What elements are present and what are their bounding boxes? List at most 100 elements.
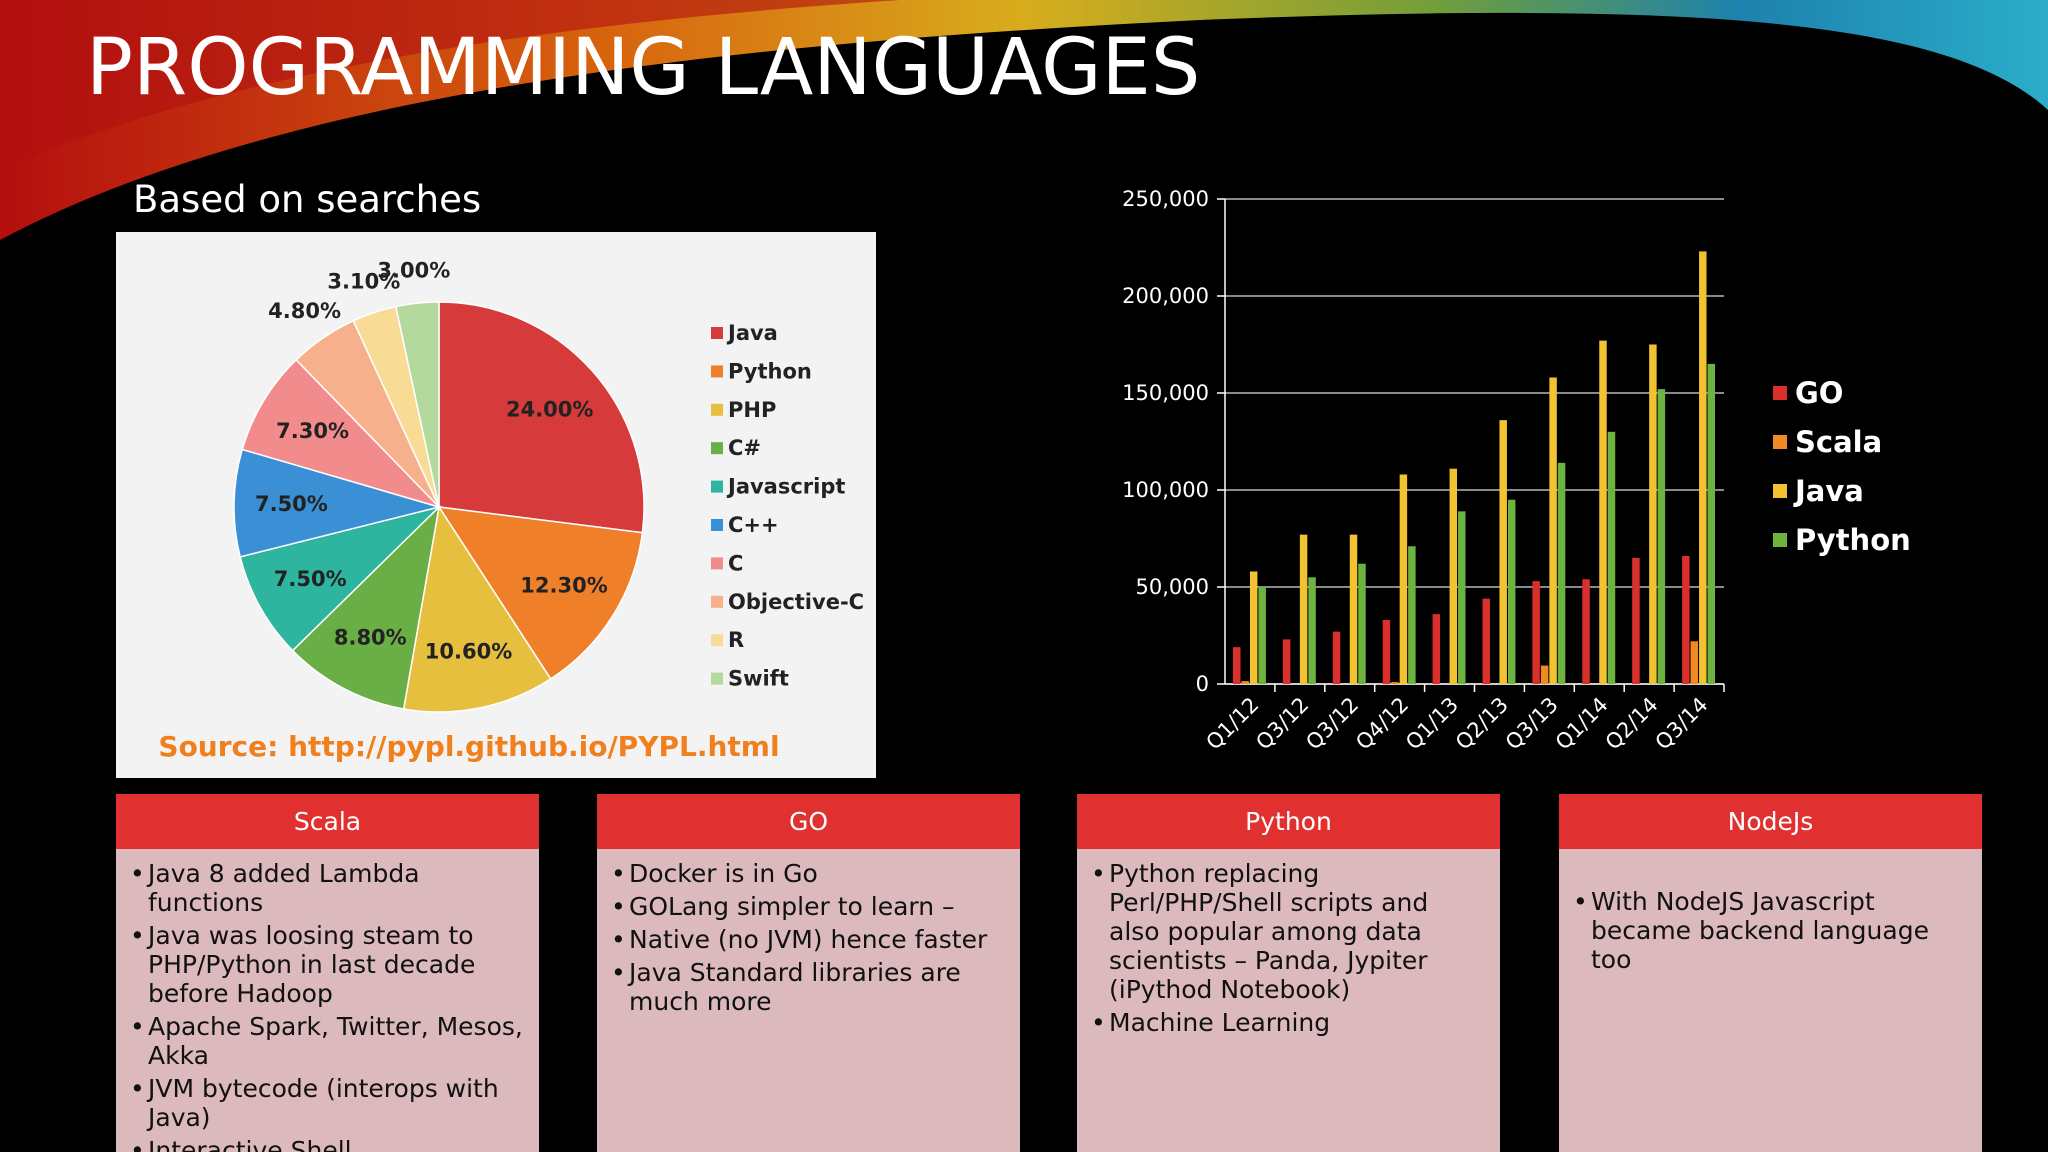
legend-label: C [728, 551, 743, 575]
slice-label: 3.00% [377, 259, 450, 283]
x-tick-label: Q3/12 [1251, 693, 1313, 755]
bar [1682, 555, 1690, 684]
card-item: JVM bytecode (interops with Java) [130, 1074, 525, 1132]
bar [1482, 598, 1490, 684]
source-note: Source: http://pypl.github.io/PYPL.html [158, 730, 779, 763]
card-list: Docker is in Go GOLang simpler to learn –… [597, 849, 1020, 1016]
slice-label: 7.50% [274, 567, 347, 591]
bar [1299, 534, 1308, 684]
y-tick-label: 100,000 [1122, 478, 1209, 502]
card-item: Java was loosing steam to PHP/Python in … [130, 921, 525, 1008]
bar [1432, 614, 1441, 684]
card-item: Native (no JVM) hence faster [611, 925, 1006, 954]
card-item: Interactive Shell [130, 1136, 525, 1152]
card-item: Java 8 added Lambda functions [130, 859, 525, 917]
card-list: Python replacing Perl/PHP/Shell scripts … [1077, 849, 1500, 1037]
x-tick-label: Q3/13 [1501, 693, 1563, 755]
card-item: Machine Learning [1091, 1008, 1486, 1037]
x-tick-label: Q3/12 [1301, 693, 1363, 755]
card-header: GO [597, 794, 1020, 849]
legend-swatch [711, 327, 723, 339]
pie-slice [402, 504, 552, 713]
x-tick-label: Q1/13 [1401, 693, 1463, 755]
bar [1382, 619, 1391, 684]
bar [1540, 665, 1549, 684]
slice-label: 7.30% [276, 419, 349, 443]
slice-label: 24.00% [506, 397, 593, 421]
bar [1607, 431, 1616, 684]
pie-slice [394, 301, 440, 508]
bar [1241, 681, 1249, 684]
info-card: GO Docker is in Go GOLang simpler to learn… [597, 794, 1020, 1152]
slice-label: 7.50% [255, 492, 328, 516]
pie-slice [241, 358, 442, 509]
legend-swatch [711, 634, 723, 647]
legend-swatch [711, 519, 723, 531]
slice-label: 8.80% [334, 626, 407, 650]
bar [1249, 571, 1258, 684]
bar [1399, 474, 1408, 684]
x-tick-label: Q1/12 [1201, 693, 1263, 755]
x-tick-label: Q3/14 [1651, 693, 1713, 755]
y-tick-label: 200,000 [1122, 284, 1209, 308]
slice-label: 3.10% [327, 269, 400, 293]
card-item: Python replacing Perl/PHP/Shell scripts … [1091, 859, 1486, 1004]
bar [1599, 340, 1607, 684]
legend-swatch [711, 442, 723, 455]
pie-slice [437, 506, 644, 680]
bar [1458, 511, 1466, 684]
card-header: Python [1077, 794, 1500, 849]
legend-swatch [711, 672, 723, 685]
bar [1649, 344, 1657, 684]
legend-label: C# [728, 436, 761, 460]
decor-swoosh [0, 0, 900, 170]
legend-swatch [1773, 386, 1787, 400]
legend-label: Scala [1795, 425, 1882, 459]
slice-label: 4.80% [268, 299, 341, 323]
pie-title: Based on searches [133, 178, 481, 221]
legend-label: Python [1795, 523, 1911, 557]
bar [1549, 377, 1557, 684]
x-tick-label: Q2/14 [1601, 693, 1663, 755]
legend-label: Java [726, 321, 778, 345]
bar [1391, 682, 1399, 684]
legend-label: C++ [728, 513, 779, 537]
bar [1499, 420, 1507, 684]
legend-label: Swift [728, 667, 789, 691]
info-card: NodeJs With NodeJS Javascript became back… [1559, 794, 1982, 1152]
x-tick-label: Q2/13 [1451, 693, 1513, 755]
card-header: Scala [116, 794, 539, 849]
legend-label: Java [1793, 474, 1864, 508]
y-tick-label: 150,000 [1122, 381, 1209, 405]
card-item: Java Standard libraries are much more [611, 958, 1006, 1016]
legend-swatch [711, 403, 723, 416]
legend-swatch [1773, 533, 1787, 547]
bar [1349, 534, 1358, 684]
bar [1507, 499, 1516, 684]
slide-canvas: PROGRAMMING LANGUAGES Based on searches … [0, 0, 2048, 778]
bar [1258, 587, 1266, 684]
pie-slice [291, 504, 441, 710]
info-card: Python Python replacing Perl/PHP/Shell sc… [1077, 794, 1500, 1152]
pie-slice [438, 301, 645, 534]
card-item: Docker is in Go [611, 859, 1006, 888]
bar [1358, 563, 1366, 684]
legend-label: Python [728, 359, 812, 383]
legend-label: Javascript [726, 475, 845, 499]
slice-label: 10.60% [425, 640, 512, 664]
legend-swatch [711, 595, 723, 608]
bar [1282, 639, 1291, 684]
bar [1632, 557, 1640, 684]
card-list: With NodeJS Javascript became backend la… [1559, 849, 1982, 974]
y-tick-label: 50,000 [1136, 575, 1209, 599]
card-item: Apache Spark, Twitter, Mesos, Akka [130, 1012, 525, 1070]
legend-label: R [728, 628, 744, 652]
y-tick-label: 250,000 [1122, 187, 1209, 211]
bar [1308, 577, 1316, 684]
bar [1557, 462, 1566, 684]
bar [1449, 468, 1458, 684]
card-item: GOLang simpler to learn – [611, 892, 1006, 921]
info-card: Scala Java 8 added Lambda functionsJava w… [116, 794, 539, 1152]
legend-label: GO [1795, 376, 1843, 410]
